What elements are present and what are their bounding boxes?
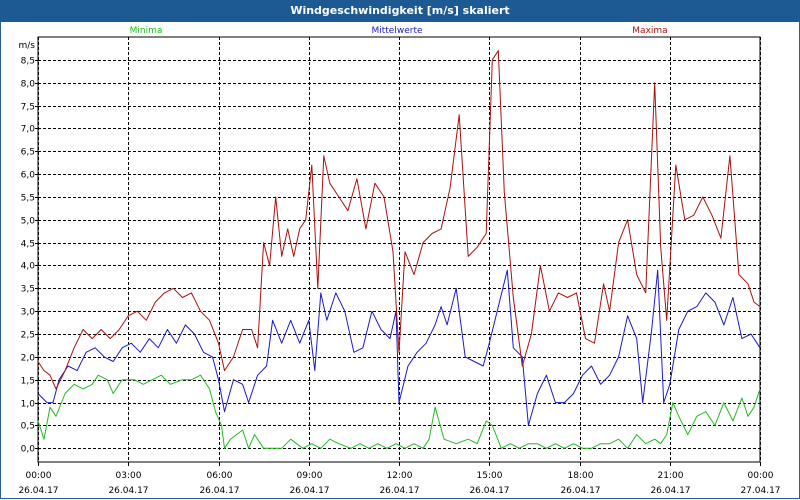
series-line-minima (37, 374, 761, 449)
x-tick-date-label: 26.04.17 (650, 486, 690, 496)
y-tick-label: 7,0 (21, 125, 36, 135)
x-tick-time-label: 03:00 (116, 471, 142, 481)
x-tick-time-label: 06:00 (207, 471, 233, 481)
x-tick-time-label: 15:00 (477, 471, 503, 481)
y-tick-label: 6,5 (21, 148, 35, 158)
x-tick-date-label: 26.04.17 (379, 486, 419, 496)
y-tick-label: 0,5 (21, 422, 35, 432)
y-tick-label: 1,0 (21, 400, 36, 410)
x-tick-date-label: 26.04.17 (560, 486, 600, 496)
y-tick-label: 5,5 (21, 194, 35, 204)
y-tick-label: 0,0 (21, 445, 36, 455)
y-tick-label: 8,0 (21, 80, 36, 90)
chart-title: Windgeschwindigkeit [m/s] skaliert (0, 0, 800, 22)
x-tick-time-label: 00:00 (748, 471, 774, 481)
y-tick-label: 1,5 (21, 377, 35, 387)
x-tick-date-label: 26.04.17 (18, 486, 58, 496)
x-tick-date-label: 26.04.17 (469, 486, 509, 496)
legend-maxima: Maxima (632, 26, 667, 36)
y-axis-label: m/s (19, 41, 36, 51)
x-tick-date-label: 26.04.17 (108, 486, 148, 496)
x-tick-time-label: 09:00 (297, 471, 323, 481)
series-line-maxima (37, 50, 761, 390)
x-tick-date-label: 27.04.17 (740, 486, 780, 496)
x-tick-time-label: 21:00 (658, 471, 684, 481)
y-tick-label: 4,5 (21, 240, 35, 250)
y-tick-label: 8,5 (21, 57, 35, 67)
y-tick-label: 6,0 (21, 171, 36, 181)
y-tick-label: 2,0 (21, 354, 36, 364)
y-tick-label: 4,0 (21, 262, 36, 272)
y-tick-label: 3,5 (21, 285, 35, 295)
x-tick-time-label: 18:00 (568, 471, 594, 481)
x-tick-date-label: 26.04.17 (199, 486, 239, 496)
y-tick-label: 3,0 (21, 308, 36, 318)
y-tick-label: 2,5 (21, 331, 35, 341)
y-tick-label: 5,0 (21, 217, 36, 227)
x-tick-time-label: 12:00 (387, 471, 413, 481)
legend-mittelwerte: Mittelwerte (371, 26, 422, 36)
x-tick-time-label: 00:00 (26, 471, 52, 481)
y-tick-label: 7,5 (21, 103, 35, 113)
series-line-mittelwerte (37, 269, 761, 426)
legend-minima: Minima (130, 26, 163, 36)
x-tick-date-label: 26.04.17 (289, 486, 329, 496)
